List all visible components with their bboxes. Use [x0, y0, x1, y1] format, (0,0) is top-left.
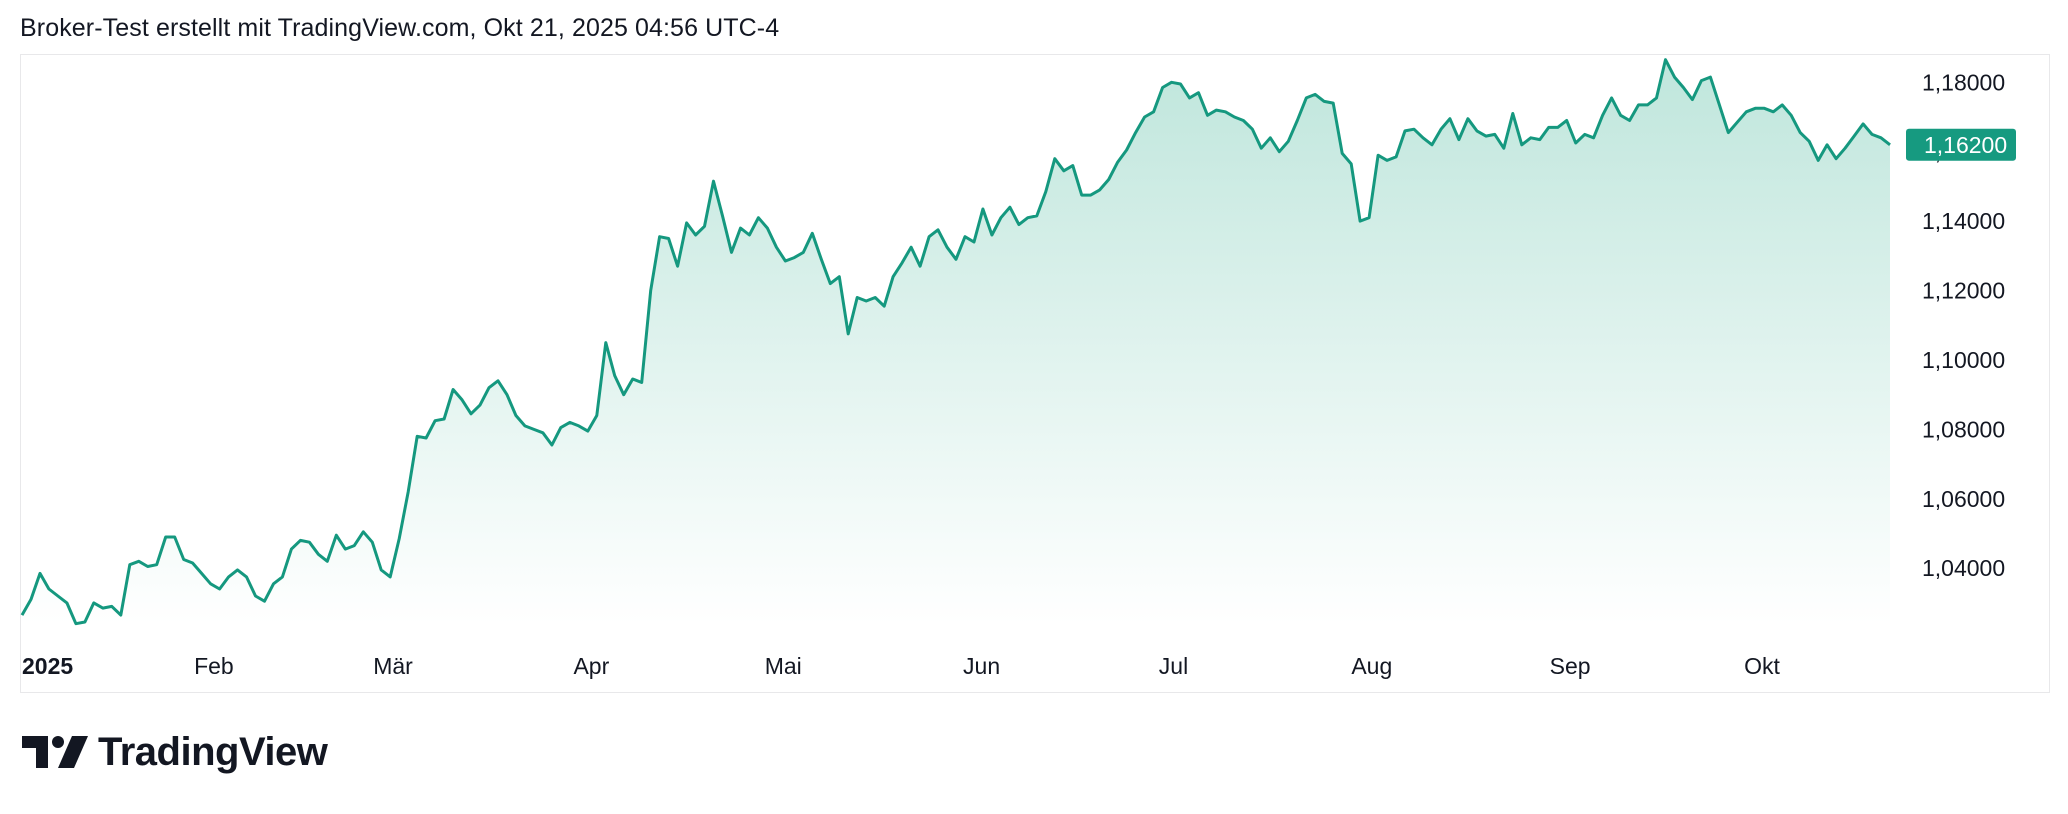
x-tick-label: Mai — [765, 653, 802, 679]
y-tick-label: 1,04000 — [1922, 555, 2005, 581]
tradingview-logo-icon — [22, 736, 88, 768]
price-line — [20, 58, 1891, 626]
y-tick-label: 1,12000 — [1922, 278, 2005, 304]
x-tick-label: Apr — [573, 653, 609, 679]
x-tick-label: 2025 — [22, 653, 73, 679]
x-tick-label: Jul — [1159, 653, 1188, 679]
x-tick-label: Jun — [963, 653, 1000, 679]
tradingview-logo-text: TradingView — [98, 729, 328, 774]
tradingview-logo[interactable]: TradingView — [22, 729, 328, 774]
y-tick-label: 1,14000 — [1922, 208, 2005, 234]
last-price-tag: 1,16200 — [1906, 128, 2016, 161]
x-tick-label: Sep — [1550, 653, 1591, 679]
chart-frame[interactable] — [20, 54, 2050, 693]
price-chart[interactable]: 1,180001,160001,140001,120001,100001,080… — [0, 0, 2068, 720]
x-tick-label: Okt — [1744, 653, 1780, 679]
x-tick-label: Mär — [373, 653, 413, 679]
y-tick-label: 1,18000 — [1922, 69, 2005, 95]
last-price-tag-background — [1906, 128, 2016, 161]
x-tick-label: Aug — [1351, 653, 1392, 679]
x-tick-label: Feb — [194, 653, 234, 679]
y-tick-label: 1,06000 — [1922, 486, 2005, 512]
time-scale[interactable]: 2025 Feb Mär Apr Mai Jun Jul Aug Sep Okt — [22, 653, 1781, 679]
y-tick-label: 1,10000 — [1922, 347, 2005, 373]
last-price-label: 1,16200 — [1924, 132, 2007, 158]
chart-attribution: Broker-Test erstellt mit TradingView.com… — [20, 14, 780, 42]
y-tick-label: 1,08000 — [1922, 416, 2005, 442]
area-fill — [22, 59, 1890, 624]
